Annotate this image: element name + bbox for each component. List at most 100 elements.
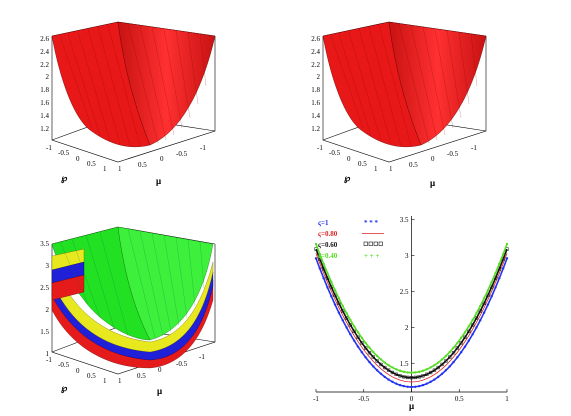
data-point bbox=[341, 309, 345, 313]
data-point bbox=[474, 316, 479, 320]
data-point bbox=[353, 325, 356, 328]
data-point bbox=[414, 385, 417, 388]
data-point bbox=[341, 304, 344, 308]
data-point bbox=[398, 369, 402, 372]
y-tick-label: 3 bbox=[405, 252, 409, 260]
data-point bbox=[429, 380, 432, 384]
y-ticks-3: 1 0.5 0 -0.5 -1 bbox=[118, 353, 205, 385]
x-tick-label: -1 bbox=[313, 395, 319, 403]
legend-swatch: * * * bbox=[364, 219, 379, 227]
data-point bbox=[364, 341, 367, 345]
y-tick-label: 2.5 bbox=[400, 288, 409, 296]
z-tick-label: 2.2 bbox=[40, 61, 49, 69]
data-point bbox=[314, 257, 318, 260]
data-point bbox=[505, 242, 509, 246]
data-point bbox=[456, 356, 459, 359]
x-ticks-1: -1 -0.5 0 0.5 1 bbox=[46, 144, 107, 173]
x-axis-label-3: ℘ bbox=[61, 383, 68, 394]
data-point bbox=[456, 341, 459, 345]
data-point bbox=[341, 319, 344, 322]
data-point bbox=[448, 365, 451, 368]
data-point bbox=[387, 378, 390, 381]
data-point bbox=[467, 339, 470, 342]
x-tick-label: 1 bbox=[374, 165, 378, 173]
data-point bbox=[444, 359, 448, 363]
data-point bbox=[379, 358, 383, 361]
data-point bbox=[322, 262, 325, 265]
data-point bbox=[368, 346, 371, 349]
data-point bbox=[498, 276, 501, 280]
legend-label: ς=1 bbox=[318, 219, 329, 227]
data-point bbox=[479, 319, 482, 322]
x-tick-label: 1 bbox=[103, 165, 107, 173]
z-tick-label: 1.4 bbox=[311, 112, 320, 120]
z-tick-label: 1 bbox=[46, 350, 50, 358]
data-point bbox=[490, 280, 493, 284]
data-point bbox=[437, 361, 440, 364]
x-tick-label: 0 bbox=[76, 155, 80, 163]
x-tick-label: -1 bbox=[317, 144, 323, 152]
z-ticks-2: 2.6 2.4 2.2 2 1.8 1.6 1.4 1.2 bbox=[311, 35, 320, 133]
data-point bbox=[368, 360, 371, 364]
data-point bbox=[398, 374, 402, 378]
data-point bbox=[344, 316, 349, 320]
data-point bbox=[348, 323, 353, 327]
data-point bbox=[444, 354, 448, 358]
chart-series bbox=[314, 242, 509, 389]
data-point bbox=[479, 304, 482, 308]
x-tick-label: -0.5 bbox=[329, 149, 341, 157]
data-point bbox=[433, 378, 436, 381]
legend-swatch: + + + bbox=[364, 252, 379, 260]
data-point bbox=[318, 267, 322, 270]
data-point bbox=[471, 318, 474, 322]
data-point bbox=[421, 383, 425, 387]
data-point bbox=[452, 346, 455, 349]
x-tick-label: 1 bbox=[103, 377, 107, 385]
data-point bbox=[391, 366, 394, 369]
data-point bbox=[471, 333, 474, 336]
y-tick-label: 1 bbox=[389, 165, 393, 173]
y-tick-label: -0.5 bbox=[176, 360, 188, 368]
z-tick-label: 2 bbox=[46, 73, 50, 81]
data-point bbox=[490, 295, 493, 298]
data-point bbox=[333, 289, 337, 292]
data-point bbox=[440, 358, 444, 361]
x-axis-label-1: ℘ bbox=[61, 173, 68, 184]
data-point bbox=[417, 384, 421, 388]
z-tick-label: 2.2 bbox=[311, 61, 320, 69]
data-point bbox=[395, 368, 398, 371]
data-point bbox=[379, 372, 383, 376]
data-point bbox=[482, 311, 486, 314]
y-tick-label: 3.5 bbox=[400, 216, 409, 224]
y-axis-label-3: μ bbox=[157, 386, 162, 396]
z-tick-label: 1.6 bbox=[40, 99, 49, 107]
y-tick-label: 0.5 bbox=[138, 161, 147, 169]
data-point bbox=[383, 361, 386, 364]
data-point bbox=[428, 370, 433, 375]
data-point bbox=[326, 271, 329, 275]
legend-swatch bbox=[363, 241, 368, 246]
data-point bbox=[432, 368, 437, 372]
data-point bbox=[410, 371, 413, 374]
y-tick-label: 1.5 bbox=[400, 360, 409, 368]
data-point bbox=[318, 252, 322, 256]
data-point bbox=[425, 372, 429, 376]
data-point bbox=[486, 293, 490, 297]
y-tick-label: -1 bbox=[199, 353, 205, 361]
y-tick-label: 1 bbox=[118, 165, 122, 173]
z-ticks-3: 3.5 3 2.5 2 1.5 1 bbox=[40, 240, 49, 358]
surface-plot-1: 2.6 2.4 2.2 2 1.8 1.6 1.4 1.2 -1 -0.5 0 … bbox=[40, 21, 216, 186]
data-point bbox=[475, 326, 478, 329]
z-tick-label: 2.6 bbox=[40, 35, 49, 43]
data-point bbox=[314, 242, 318, 246]
data-point bbox=[448, 350, 451, 354]
data-point bbox=[375, 369, 379, 372]
data-point bbox=[494, 286, 497, 289]
legend-label: ς=0.40 bbox=[318, 252, 338, 260]
data-point bbox=[486, 289, 490, 292]
data-point bbox=[486, 303, 490, 306]
data-point bbox=[337, 311, 341, 314]
data-point bbox=[372, 350, 375, 354]
x-axis-label-2: ℘ bbox=[344, 173, 351, 184]
